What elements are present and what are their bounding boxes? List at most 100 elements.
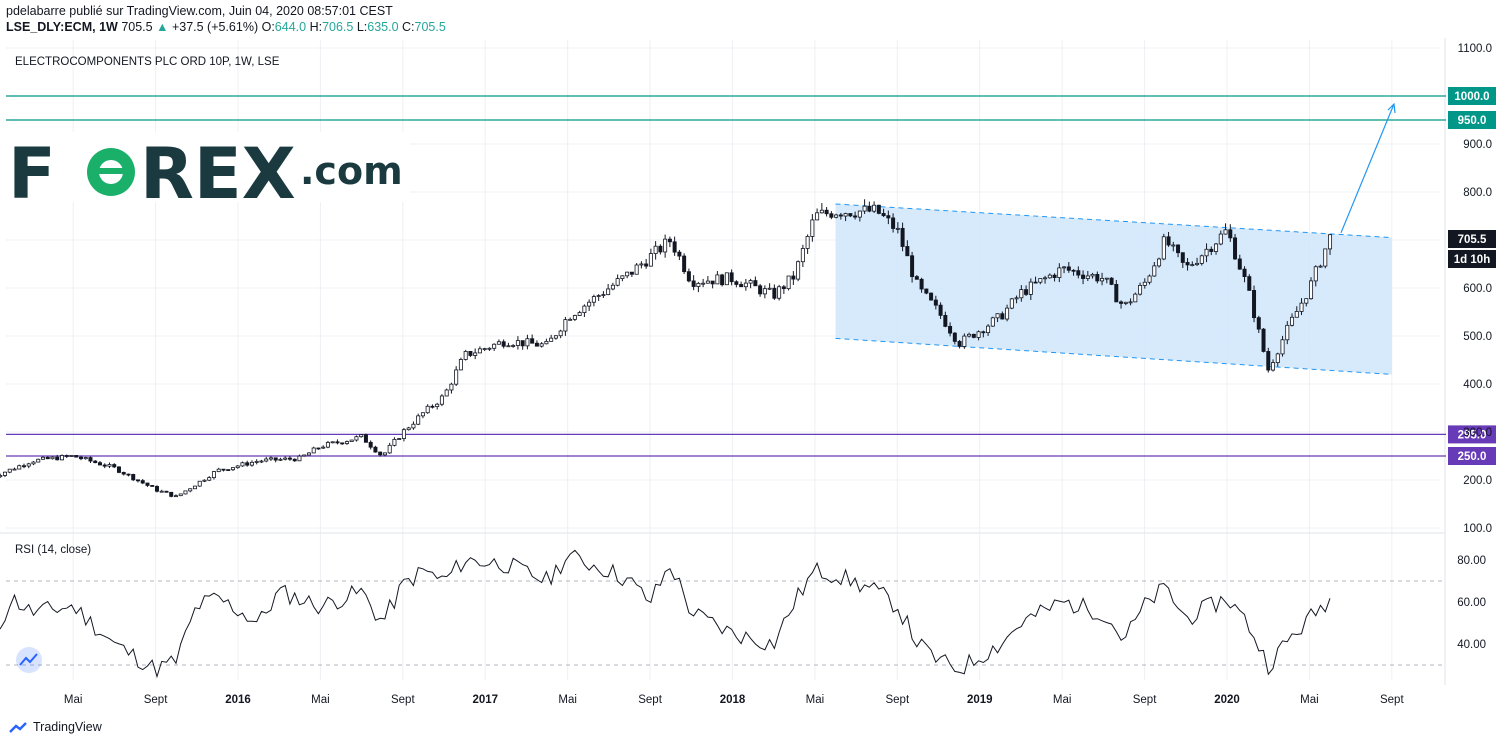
candle-body: [710, 280, 715, 285]
candle-body: [796, 261, 801, 280]
publisher-line: pdelabarre publié sur TradingView.com, J…: [6, 4, 393, 18]
time-tick-label: Sept: [885, 694, 909, 706]
candle-body: [1005, 307, 1010, 320]
candle-body: [819, 209, 824, 214]
candle-body: [340, 442, 345, 445]
candle-body: [686, 271, 691, 282]
candle-body: [264, 458, 269, 462]
candle-body: [620, 275, 625, 279]
candle-body: [55, 456, 60, 461]
candle-body: [311, 447, 316, 454]
logo-f: F: [8, 133, 56, 215]
candle-body: [306, 452, 311, 456]
time-tick-label: 2018: [720, 694, 746, 706]
candle-body: [216, 468, 221, 473]
forex-logo: F REX .com: [0, 132, 410, 215]
candle-body: [962, 335, 967, 347]
candle-body: [762, 288, 767, 295]
candle-body: [724, 272, 729, 286]
candle-body: [1299, 302, 1304, 312]
candle-body: [50, 456, 55, 460]
time-tick-label: 2019: [967, 694, 993, 706]
candle-body: [173, 495, 178, 498]
candle-body: [1294, 311, 1299, 318]
candle-body: [349, 439, 354, 442]
candle-body: [1014, 297, 1019, 300]
candle-body: [1214, 243, 1219, 252]
candle-body: [572, 315, 577, 320]
candle-body: [910, 255, 915, 277]
horizontal-levels: 1000.0 950.0 295.0 250.0: [6, 87, 1496, 465]
candle-body: [767, 287, 772, 290]
candle-body: [273, 457, 278, 461]
candle-body: [986, 325, 991, 334]
candle-body: [40, 456, 45, 460]
candle-body: [487, 347, 492, 350]
candle-body: [587, 301, 592, 307]
price-tick-label: 600.0: [1463, 283, 1492, 295]
candle-body: [1076, 270, 1081, 276]
candle-body: [159, 490, 164, 493]
candle-body: [653, 245, 658, 254]
time-axis[interactable]: Mai Sept 2016 Mai Sept 2017 Mai Sept 2018 Mai Sept…: [64, 694, 1405, 706]
candle-body: [283, 457, 288, 460]
candle-body: [468, 351, 473, 356]
candle-body: [781, 286, 786, 290]
candle-body: [1166, 236, 1171, 246]
price-tick-label: 500.0: [1463, 331, 1492, 343]
candle-body: [397, 438, 402, 440]
candle-body: [107, 464, 112, 467]
candle-body: [254, 461, 259, 463]
candle-body: [1090, 274, 1095, 277]
candle-body: [1000, 313, 1005, 320]
candle-body: [1152, 265, 1157, 277]
price-axis[interactable]: 100.0200.0300.0400.0500.0600.0700.0800.0…: [1457, 43, 1492, 651]
candle-body: [368, 441, 373, 448]
price-tick-label: 1100.0: [1458, 43, 1492, 55]
logo-rex: REX: [140, 133, 296, 215]
candle-body: [729, 272, 734, 283]
candle-body: [411, 423, 416, 429]
footer[interactable]: TradingView: [8, 720, 102, 734]
candle-body: [501, 341, 506, 347]
time-tick-label: Sept: [638, 694, 662, 706]
last-price-tag: [1448, 230, 1496, 248]
level-tag: [1448, 447, 1496, 465]
candle-body: [838, 214, 843, 217]
candle-body: [1204, 248, 1209, 257]
candle-body: [363, 434, 368, 443]
candle-body: [392, 438, 397, 446]
candle-body: [458, 359, 463, 371]
candle-body: [112, 464, 117, 468]
candle-body: [354, 436, 359, 441]
candle-body: [639, 263, 644, 266]
candle-body: [544, 340, 549, 345]
candle-body: [1195, 262, 1200, 266]
candle-body: [748, 280, 753, 284]
candle-body: [1309, 280, 1314, 300]
candle-body: [154, 486, 159, 492]
candle-body: [1176, 244, 1181, 254]
candle-body: [1043, 277, 1048, 280]
level-tag-text: 950.0: [1458, 115, 1487, 127]
candle-body: [1128, 301, 1133, 304]
candle-body: [121, 472, 126, 475]
candle-body: [93, 460, 98, 464]
candle-body: [539, 343, 544, 347]
candle-body: [705, 280, 710, 284]
candle-body: [1271, 362, 1276, 371]
time-tick-label: Sept: [391, 694, 415, 706]
candle-body: [21, 465, 26, 468]
candle-body: [615, 278, 620, 286]
candle-body: [1057, 267, 1062, 278]
candle-body: [881, 213, 886, 217]
candle-body: [1095, 274, 1100, 282]
candle-body: [1275, 353, 1280, 364]
candle-body: [287, 457, 292, 460]
candle-body: [64, 455, 69, 457]
time-tick-label: Sept: [1380, 694, 1404, 706]
candle-body: [1304, 298, 1309, 304]
candle-body: [976, 331, 981, 338]
candle-body: [1109, 277, 1114, 285]
